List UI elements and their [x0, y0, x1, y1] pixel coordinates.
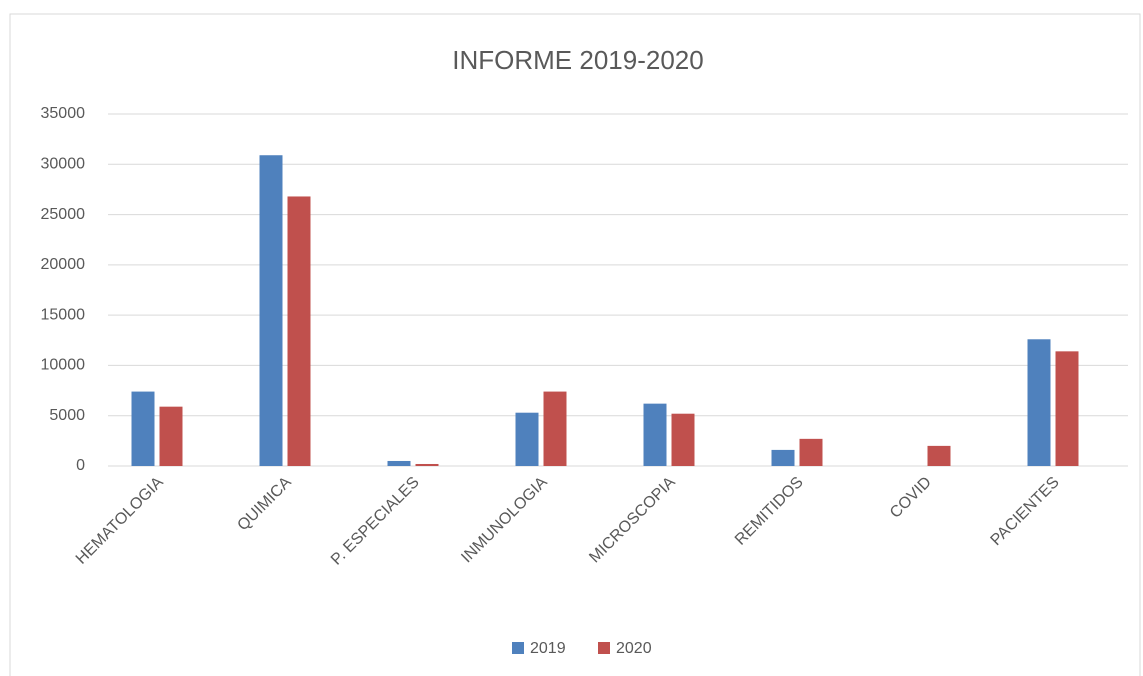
bar	[131, 391, 155, 466]
bar	[415, 463, 439, 466]
y-tick-label: 0	[76, 457, 85, 474]
bar	[387, 460, 411, 466]
y-tick-label: 20000	[41, 256, 86, 273]
bar	[671, 413, 695, 466]
bar	[159, 406, 183, 466]
y-tick-label: 5000	[49, 407, 85, 424]
bar	[1027, 339, 1051, 466]
bar	[771, 449, 795, 466]
bar	[259, 155, 283, 466]
bar	[515, 412, 539, 466]
y-tick-label: 15000	[41, 306, 86, 323]
legend-swatch	[598, 642, 610, 654]
bar	[799, 438, 823, 466]
bar	[643, 403, 667, 466]
bar	[543, 391, 567, 466]
y-tick-label: 35000	[41, 105, 86, 122]
bar	[287, 196, 311, 466]
y-tick-label: 10000	[41, 357, 86, 374]
chart-frame	[9, 13, 1141, 676]
bar	[927, 445, 951, 466]
bar	[1055, 351, 1079, 466]
y-tick-label: 25000	[41, 206, 86, 223]
y-tick-label: 30000	[41, 156, 86, 173]
legend-label: 2019	[530, 640, 566, 657]
chart-title: INFORME 2019-2020	[452, 45, 703, 75]
legend-label: 2020	[616, 640, 652, 657]
legend-swatch	[512, 642, 524, 654]
